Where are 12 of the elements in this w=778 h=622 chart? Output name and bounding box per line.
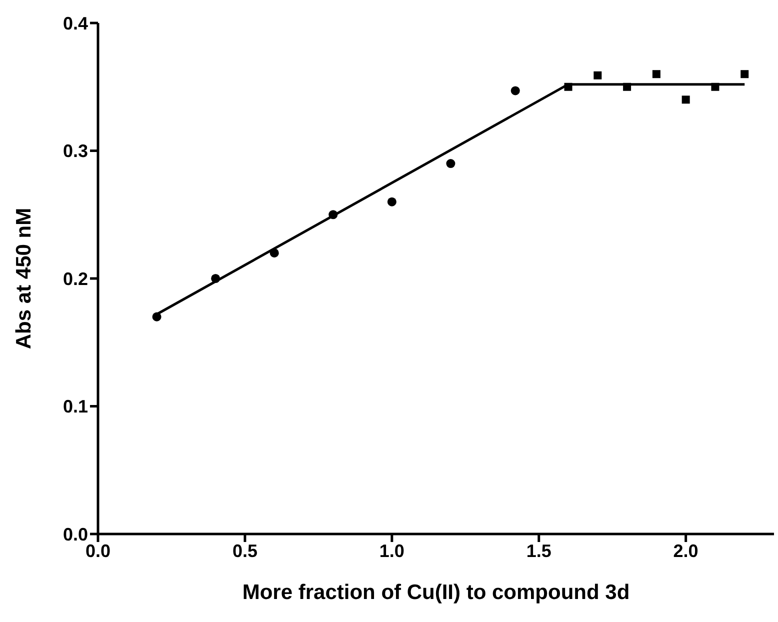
x-axis-title: More fraction of Cu(II) to compound 3d <box>242 581 630 604</box>
x-tick-label: 0.5 <box>232 540 258 561</box>
x-tick-label: 0.0 <box>85 540 111 561</box>
x-tick-label: 1.0 <box>379 540 404 561</box>
x-tick-label: 1.5 <box>526 540 552 561</box>
y-tick-label: 0.4 <box>62 13 88 34</box>
y-tick-label: 0.2 <box>62 268 88 289</box>
x-tick-label: 2.0 <box>673 540 698 561</box>
y-axis-title: Abs at 450 nM <box>12 208 36 350</box>
y-tick-label: 0.3 <box>62 141 88 162</box>
y-tick-label: 0.0 <box>62 524 88 544</box>
y-tick-label: 0.1 <box>62 396 88 417</box>
